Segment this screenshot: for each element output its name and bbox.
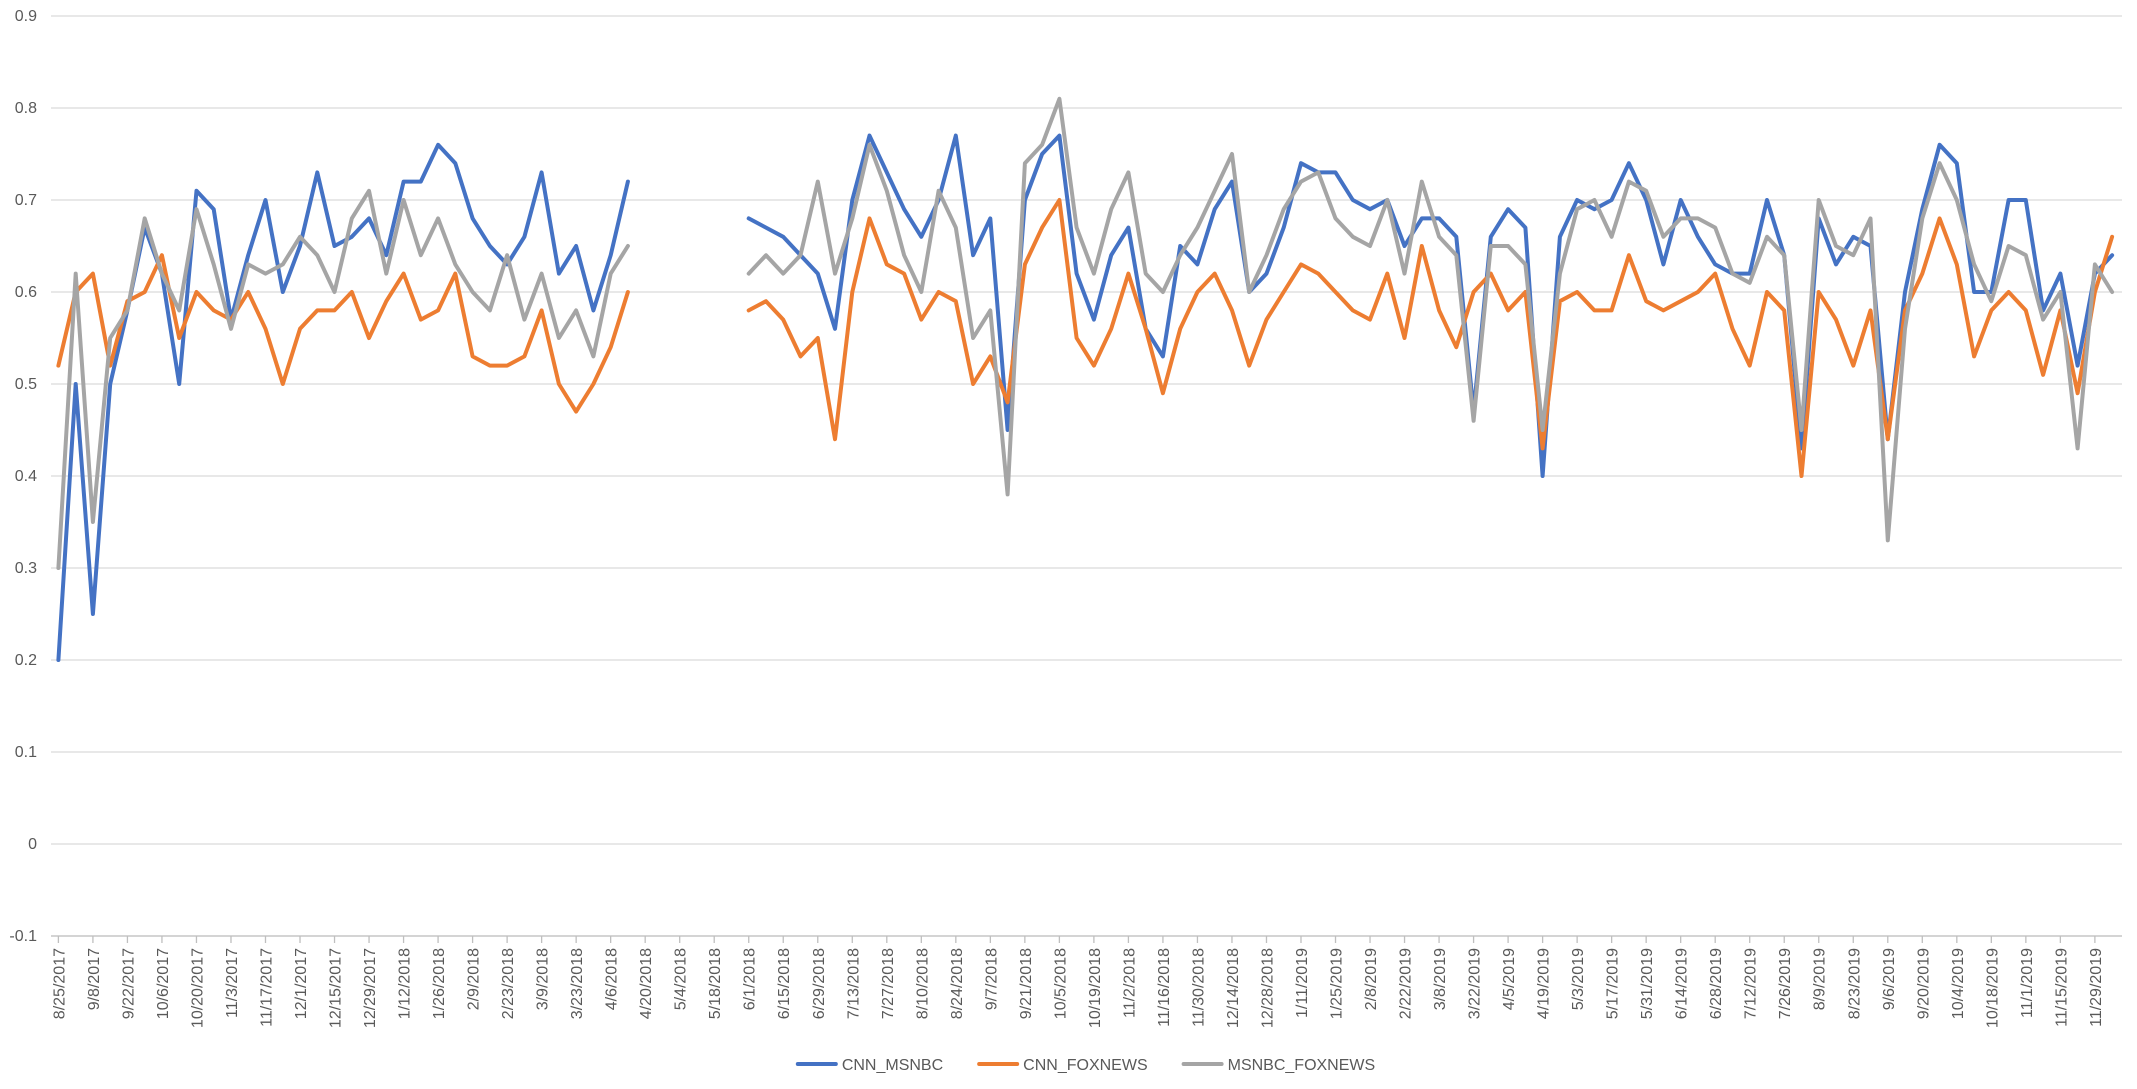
legend-label: MSNBC_FOXNEWS: [1228, 1057, 1376, 1074]
x-tick-label: 4/19/2019: [1536, 948, 1553, 1019]
x-tick-label: 2/22/2019: [1398, 948, 1415, 1019]
x-tick-label: 3/8/2019: [1432, 948, 1449, 1010]
x-tick-label: 11/15/2019: [2053, 948, 2070, 1027]
x-tick-label: 7/12/2019: [1743, 948, 1760, 1019]
y-tick-label: 0: [28, 836, 37, 853]
series-line: [56, 96, 2115, 570]
x-tick-label: 1/25/2019: [1329, 948, 1346, 1019]
x-tick-label: 8/23/2019: [1846, 948, 1863, 1019]
x-tick-label: 9/6/2019: [1881, 948, 1898, 1010]
x-tick-label: 7/26/2019: [1777, 948, 1794, 1019]
x-tick-label: 3/9/2018: [535, 948, 552, 1010]
x-tick-label: 9/7/2018: [983, 948, 1000, 1010]
y-tick-label: 0.2: [15, 652, 37, 669]
x-tick-label: 5/3/2019: [1570, 948, 1587, 1010]
x-tick-label: 2/9/2018: [466, 948, 483, 1010]
y-tick-label: 0.9: [15, 8, 37, 25]
x-tick-label: 5/31/2019: [1639, 948, 1656, 1019]
x-tick-label: 10/4/2019: [1950, 948, 1967, 1019]
x-tick-label: 11/30/2018: [1190, 948, 1207, 1027]
x-tick-label: 4/20/2018: [638, 948, 655, 1019]
x-tick-label: 11/1/2019: [2019, 948, 2036, 1018]
x-tick-label: 9/22/2017: [120, 948, 137, 1019]
x-tick-label: 8/25/2017: [51, 948, 68, 1019]
x-tick-label: 2/8/2019: [1363, 948, 1380, 1010]
x-tick-label: 12/14/2018: [1225, 948, 1242, 1028]
y-tick-label: 0.1: [15, 744, 37, 761]
x-tick-label: 4/5/2019: [1501, 948, 1518, 1010]
x-tick-label: 5/4/2018: [673, 948, 690, 1010]
x-tick-label: 12/1/2017: [293, 948, 310, 1019]
x-tick-label: 3/23/2018: [569, 948, 586, 1019]
x-tick-label: 7/27/2018: [880, 948, 897, 1019]
x-tick-label: 9/20/2019: [1915, 948, 1932, 1019]
x-tick-label: 8/24/2018: [949, 948, 966, 1019]
x-tick-label: 2/23/2018: [500, 948, 517, 1019]
x-tick-label: 11/2/2018: [1121, 948, 1138, 1018]
x-tick-label: 6/29/2018: [811, 948, 828, 1019]
x-tick-label: 11/29/2019: [2088, 948, 2105, 1027]
legend: CNN_MSNBC CNN_FOXNEWS MSNBC_FOXNEWS: [795, 1057, 1376, 1074]
y-tick-label: 0.7: [15, 192, 37, 209]
x-tick-label: 6/28/2019: [1708, 948, 1725, 1019]
x-tick-label: 3/22/2019: [1467, 948, 1484, 1019]
y-tick-label: 0.8: [15, 100, 37, 117]
x-tick-label: 8/9/2019: [1812, 948, 1829, 1010]
x-tick-label: 1/26/2018: [431, 948, 448, 1019]
x-tick-label: 6/1/2018: [742, 948, 759, 1010]
y-tick-label: -0.1: [9, 928, 37, 945]
x-tick-label: 6/15/2018: [776, 948, 793, 1019]
legend-label: CNN_MSNBC: [842, 1057, 943, 1074]
x-tick-label: 12/29/2017: [362, 948, 379, 1028]
x-tick-label: 6/14/2019: [1674, 948, 1691, 1019]
x-tick-label: 11/3/2017: [224, 948, 241, 1018]
x-tick-label: 1/11/2019: [1294, 948, 1311, 1018]
x-tick-label: 10/20/2017: [189, 948, 206, 1028]
legend-label: CNN_FOXNEWS: [1023, 1057, 1147, 1074]
y-tick-label: 0.5: [15, 376, 37, 393]
x-tick-label: 4/6/2018: [604, 948, 621, 1010]
y-tick-label: 0.3: [15, 560, 37, 577]
x-tick-label: 1/12/2018: [397, 948, 414, 1019]
x-tick-label: 11/17/2017: [258, 948, 275, 1027]
x-tick-label: 10/19/2018: [1087, 948, 1104, 1028]
x-tick-label: 5/17/2019: [1605, 948, 1622, 1019]
x-tick-label: 7/13/2018: [845, 948, 862, 1019]
x-tick-label: 9/8/2017: [86, 948, 103, 1010]
x-tick-label: 5/18/2018: [707, 948, 724, 1019]
x-tick-label: 11/16/2018: [1156, 948, 1173, 1027]
x-tick-label: 10/18/2019: [1984, 948, 2001, 1028]
x-tick-label: 9/21/2018: [1018, 948, 1035, 1019]
x-tick-label: 12/28/2018: [1259, 948, 1276, 1028]
y-tick-label: 0.6: [15, 284, 37, 301]
x-tick-label: 8/10/2018: [914, 948, 931, 1019]
series-line: [56, 198, 2115, 478]
x-tick-label: 10/6/2017: [155, 948, 172, 1019]
x-tick-label: 10/5/2018: [1052, 948, 1069, 1019]
y-tick-label: 0.4: [15, 468, 37, 485]
x-tick-label: 12/15/2017: [328, 948, 345, 1028]
